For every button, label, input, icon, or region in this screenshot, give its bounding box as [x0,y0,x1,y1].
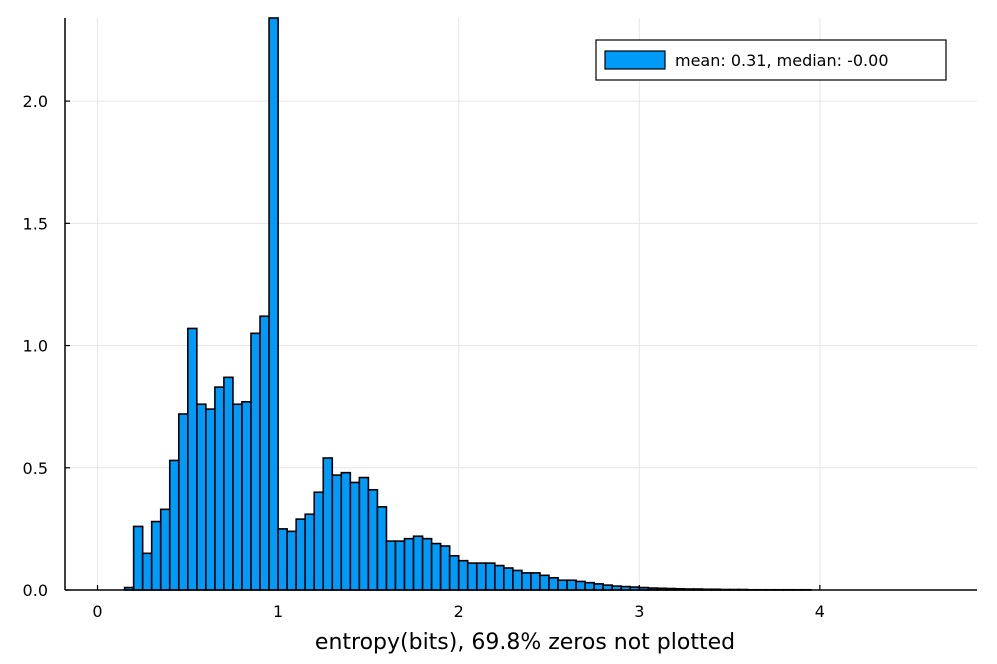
histogram-bar [584,581,595,591]
y-tick-label: 0.0 [23,581,48,600]
histogram-bar [566,579,577,591]
x-tick-label: 2 [454,602,464,621]
x-tick-label: 4 [815,602,825,621]
histogram-bar [593,583,604,591]
x-axis-label: entropy(bits), 69.8% zeros not plotted [315,630,735,655]
x-tick-label: 1 [273,602,283,621]
histogram-bar [250,332,261,591]
legend-swatch [604,50,666,70]
x-tick-label: 0 [92,602,102,621]
histogram-bar [331,474,343,591]
histogram-bar [141,552,153,591]
y-tick-label: 1.0 [23,337,48,356]
legend: mean: 0.31, median: -0.00 [595,39,947,81]
histogram-bar [358,476,370,591]
histogram-bar [530,572,541,591]
histogram-bar [548,576,559,591]
histogram-bar [241,400,252,591]
histogram-bar [421,537,433,591]
y-tick-labels: 0.0 0.5 1.0 1.5 2.0 [23,92,48,600]
histogram-bar [322,457,334,591]
histogram-bar [394,540,406,591]
histogram-bar [304,513,316,591]
y-tick-label: 2.0 [23,92,48,111]
histogram-bar [168,459,180,591]
histogram-bar [150,520,162,591]
histogram-bar [349,481,361,591]
histogram-bar [503,567,514,591]
histogram-bar [512,569,523,591]
histogram-bar [232,403,243,591]
histogram-bar [376,506,388,591]
histogram-bar [539,574,550,591]
histogram-bar [277,528,288,591]
histogram-bar [494,564,505,591]
y-tick-label: 1.5 [23,214,48,233]
histogram-bar [340,471,352,591]
histogram-bar [521,572,532,591]
x-tick-labels: 0 1 2 3 4 [92,602,825,621]
histogram-bar [448,554,460,591]
histogram-bar [132,525,144,591]
histogram-bar [223,376,234,591]
histogram-bar [403,537,415,591]
histogram-bar [259,315,270,591]
histogram-bar [385,540,397,591]
histogram-bar [466,562,478,591]
histogram-bar [177,413,189,591]
histogram-bar [439,545,451,591]
histogram-bar [159,508,171,591]
axes [64,18,977,591]
histogram-bar [196,403,207,591]
histogram-bar [205,408,216,591]
x-tick-label: 3 [634,602,644,621]
histogram-bar [412,535,424,591]
histogram-bar [557,579,568,591]
histogram-bar [575,580,586,591]
y-tick-label: 0.5 [23,459,48,478]
histogram-bar [214,386,225,591]
histogram-bar [313,491,325,591]
histogram-bar [367,488,379,591]
histogram-bar [286,530,297,591]
histogram-bar [295,518,306,591]
legend-series-label: mean: 0.31, median: -0.00 [675,51,889,70]
histogram-bar [484,562,496,591]
histogram-bar [475,562,487,591]
histogram-bar [268,17,279,591]
histogram-bar [430,542,442,591]
histogram-bars [123,17,812,591]
histogram-bar [457,559,469,591]
histogram-bar [187,327,198,591]
